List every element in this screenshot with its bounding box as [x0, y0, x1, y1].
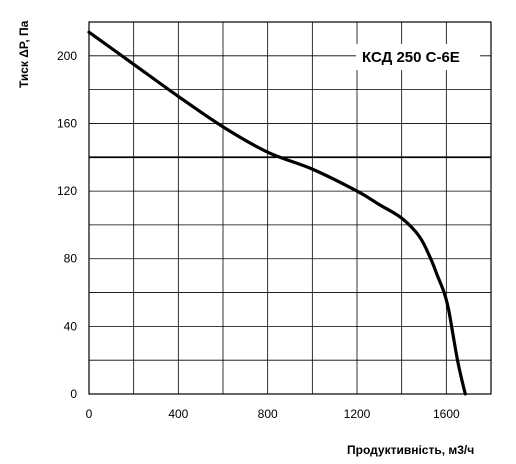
y-tick-label: 160: [57, 116, 77, 130]
x-tick-label: 400: [168, 407, 188, 421]
plot-frame: [88, 21, 492, 395]
x-tick-label: 1200: [344, 407, 371, 421]
y-tick-label: 40: [64, 319, 78, 333]
x-tick-label: 0: [86, 407, 93, 421]
y-axis-label: Тиск ΔP, Па: [17, 20, 31, 88]
x-tick-label: 1600: [433, 407, 460, 421]
model-annotation: КСД 250 С-6Е: [362, 49, 460, 66]
x-tick-labels: 0 400 800 1200 1600: [86, 407, 460, 421]
y-tick-labels: 0 40 80 120 160 200: [57, 49, 77, 401]
grid: [89, 22, 491, 394]
x-axis-label: Продуктивність, м3/ч: [347, 443, 474, 457]
y-tick-label: 0: [70, 387, 77, 401]
series-line: [87, 30, 467, 396]
y-tick-label: 200: [57, 49, 77, 63]
y-tick-label: 80: [64, 252, 78, 266]
y-tick-label: 120: [57, 184, 77, 198]
annotation-background: [356, 44, 480, 70]
x-tick-label: 800: [258, 407, 278, 421]
